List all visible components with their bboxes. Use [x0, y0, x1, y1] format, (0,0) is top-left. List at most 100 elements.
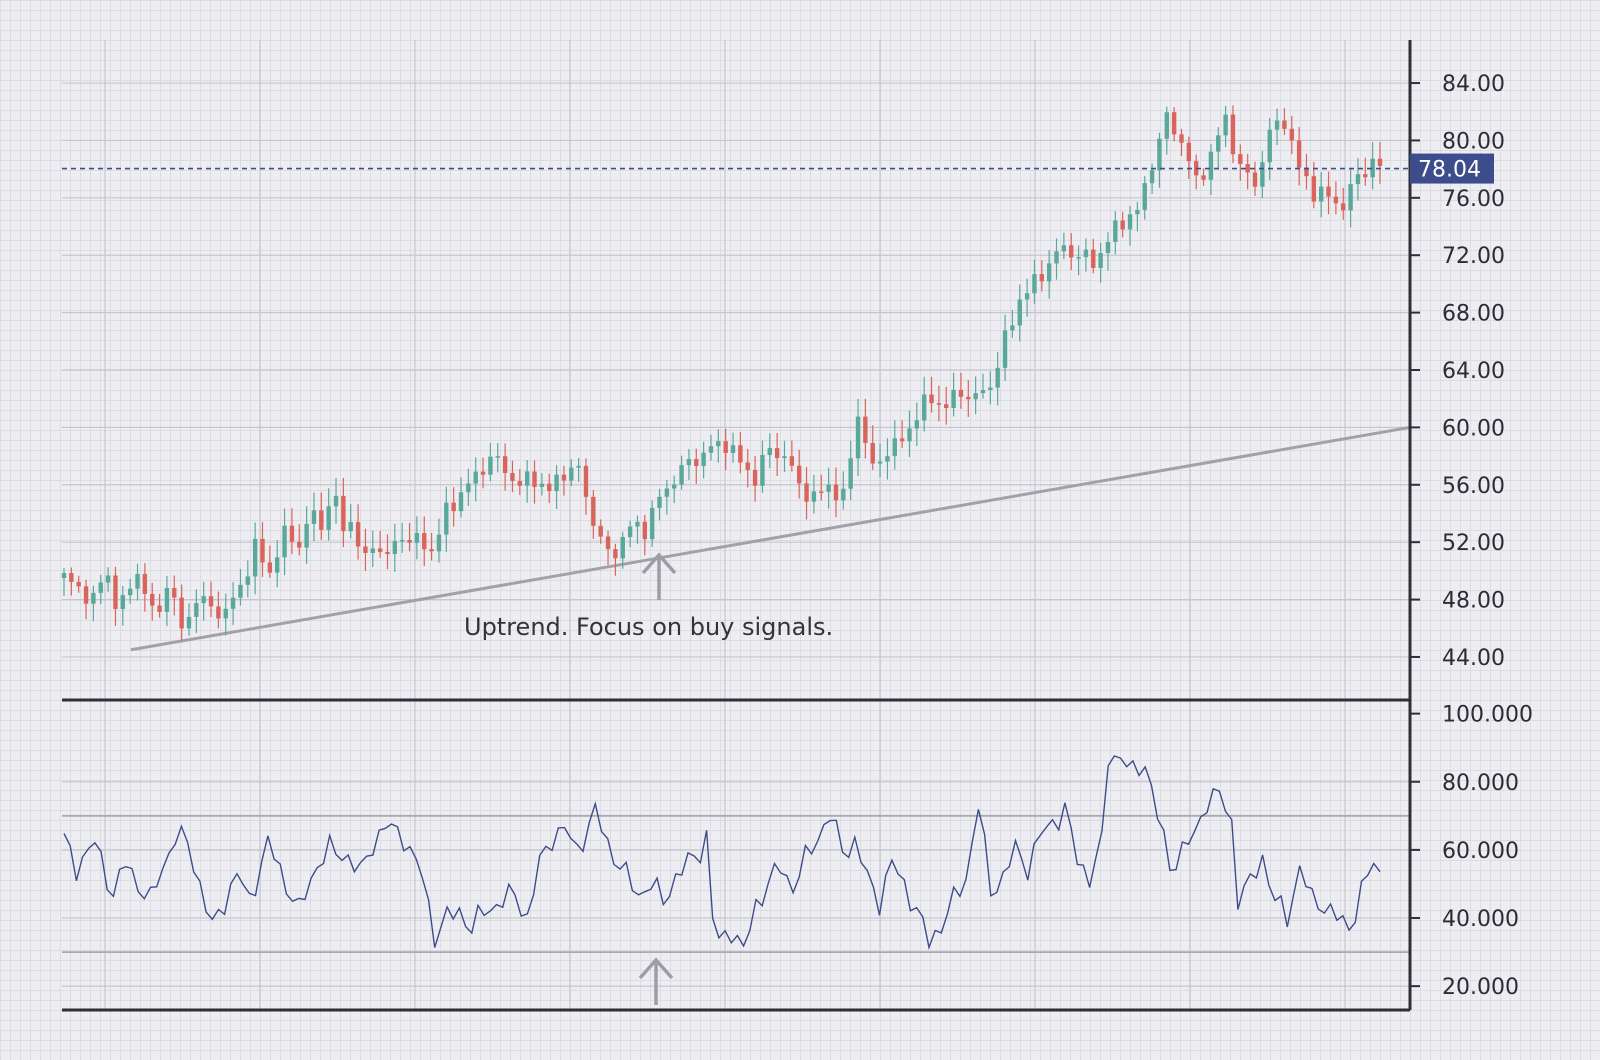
oscillator-series — [63, 755, 1381, 951]
candle — [635, 515, 640, 544]
candle-body — [1223, 114, 1228, 136]
candle-body — [480, 471, 486, 475]
candle-body — [458, 492, 464, 512]
arrow-markers — [638, 552, 677, 1005]
candle — [135, 563, 140, 601]
candle-body — [238, 584, 243, 598]
candle-body — [870, 443, 875, 464]
candle — [1238, 144, 1243, 181]
candle-body — [407, 539, 412, 543]
candle-body — [326, 506, 331, 530]
candle-body — [723, 441, 728, 453]
candle-body — [841, 488, 846, 501]
candle-body — [61, 573, 67, 579]
candle — [1017, 284, 1022, 342]
candle-body — [539, 483, 545, 487]
candle-body — [341, 495, 346, 532]
candle-body — [120, 595, 126, 609]
candle — [1142, 175, 1147, 220]
candle — [260, 522, 265, 578]
candle — [1363, 157, 1368, 186]
candle — [716, 429, 721, 463]
candle — [819, 474, 824, 501]
candle — [613, 543, 618, 576]
candle-body — [289, 525, 295, 542]
candle-body — [1046, 263, 1052, 282]
candle-body — [885, 456, 890, 462]
candle-body — [348, 522, 353, 532]
candle — [98, 574, 103, 605]
candle-body — [591, 496, 596, 526]
candle — [1252, 161, 1258, 196]
candle-body — [730, 445, 736, 453]
candle-body — [1002, 330, 1008, 368]
candle-body — [76, 581, 81, 587]
candle-body — [179, 597, 184, 629]
candle-body — [1370, 158, 1375, 178]
candle — [752, 455, 758, 502]
candle-body — [1032, 274, 1037, 294]
candlestick-series — [61, 105, 1383, 642]
candle-body — [767, 448, 772, 455]
candle-body — [649, 507, 655, 540]
trendline — [130, 425, 1411, 652]
candle — [833, 467, 839, 518]
candle — [966, 379, 971, 418]
candle — [1333, 181, 1339, 215]
candle-body — [1377, 158, 1383, 166]
candle — [1091, 238, 1096, 274]
candle — [1010, 310, 1015, 338]
candle-body — [561, 474, 567, 481]
candle-body — [1260, 162, 1265, 187]
candle — [796, 449, 802, 499]
candle — [642, 514, 648, 556]
candle-body — [216, 606, 221, 619]
candle — [929, 376, 934, 413]
candle-body — [1296, 140, 1302, 168]
candle — [164, 575, 170, 627]
candle-body — [1157, 138, 1162, 171]
candle — [1157, 132, 1162, 188]
candle — [216, 591, 221, 629]
candle — [1326, 171, 1331, 215]
candle — [120, 585, 126, 626]
candle-body — [1061, 245, 1067, 252]
candle — [745, 448, 750, 488]
candle-body — [436, 534, 442, 552]
candle — [767, 433, 772, 469]
candle — [863, 398, 868, 459]
candle — [561, 465, 567, 496]
candle-body — [275, 557, 280, 573]
candle-body — [833, 484, 839, 501]
candle — [252, 522, 258, 595]
candle-body — [392, 541, 398, 555]
candle-body — [657, 496, 662, 508]
candle-body — [355, 522, 361, 547]
candle-body — [966, 396, 971, 400]
candle-body — [1069, 245, 1074, 258]
trend-annotation: Uptrend. Focus on buy signals. — [464, 613, 833, 641]
candle — [1274, 108, 1280, 146]
candle — [1171, 107, 1177, 142]
candle-body — [1164, 112, 1169, 139]
price-tick-label: 56.00 — [1442, 474, 1505, 499]
candle-body — [83, 586, 89, 604]
candle-body — [583, 465, 589, 497]
candle — [679, 455, 684, 490]
candle — [1341, 187, 1346, 220]
candle — [1355, 157, 1361, 201]
candle — [1120, 211, 1125, 238]
candle — [1208, 143, 1214, 196]
candle — [311, 492, 317, 542]
candle — [855, 398, 861, 476]
candle — [1311, 161, 1317, 209]
candle — [995, 351, 1000, 406]
candle — [238, 568, 243, 606]
candle-body — [172, 588, 177, 598]
candle — [422, 516, 427, 567]
candle — [1076, 245, 1081, 276]
candle-body — [142, 573, 148, 594]
chart-gridlines — [62, 40, 1410, 1010]
candle — [1267, 118, 1272, 180]
candle — [1135, 202, 1140, 232]
